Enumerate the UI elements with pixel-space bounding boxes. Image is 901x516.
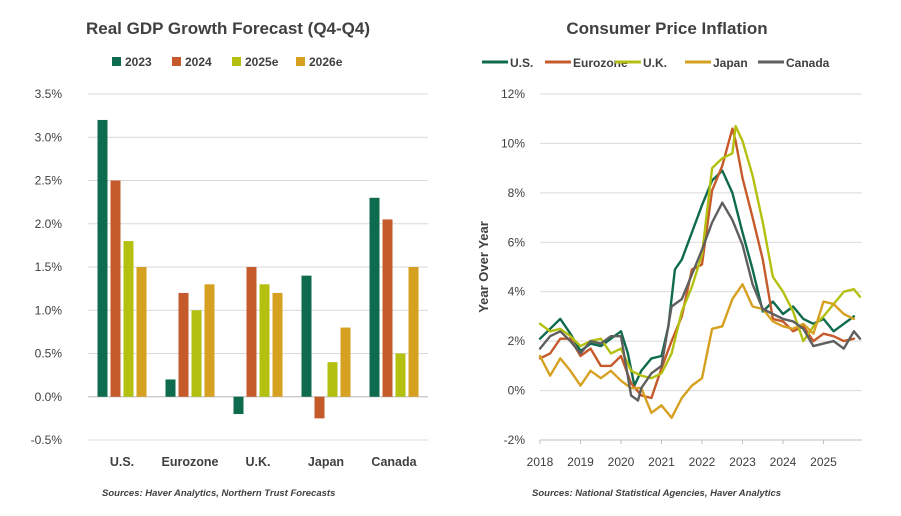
x-tick-label: 2024 — [770, 455, 797, 469]
legend-label-2023: 2023 — [125, 55, 152, 69]
series-line-canada — [538, 201, 862, 402]
legend-swatch-2026e — [296, 57, 305, 66]
bar-canada-2023 — [369, 197, 380, 397]
x-category-label: Japan — [308, 455, 344, 469]
y-tick-label: 3.0% — [35, 130, 63, 144]
bar-eurozone-2024 — [178, 292, 189, 397]
y-tick-label: 4% — [508, 285, 526, 299]
line-chart-x-axis: 2018 2019 2020 2021 2022 2023 2024 2025 — [527, 440, 837, 469]
bar-chart-x-axis: U.S. Eurozone U.K. Japan Canada — [110, 455, 418, 469]
y-tick-label: 0% — [508, 384, 526, 398]
x-tick-label: 2021 — [648, 455, 675, 469]
bar-us-2025e — [123, 241, 134, 397]
bar-japan-2025e — [327, 362, 338, 397]
bar-chart-source: Sources: Haver Analytics, Northern Trust… — [102, 488, 335, 499]
legend-label: Eurozone — [573, 56, 628, 70]
bar-canada-2024 — [382, 219, 393, 397]
y-tick-label: 0.5% — [35, 347, 63, 361]
x-tick-label: 2020 — [608, 455, 635, 469]
bar-eurozone-2025e — [191, 310, 202, 397]
x-category-label: U.S. — [110, 455, 134, 469]
bar-canada-2025e — [395, 353, 406, 397]
line-chart-source: Sources: National Statistical Agencies, … — [532, 488, 781, 499]
bar-uk-2026e — [272, 292, 283, 397]
cpi-line-chart: Consumer Price Inflation U.S. Eurozone U.K… — [476, 19, 862, 499]
legend-label-2024: 2024 — [185, 55, 212, 69]
bar-chart-title: Real GDP Growth Forecast (Q4-Q4) — [86, 19, 370, 38]
x-tick-label: 2018 — [527, 455, 554, 469]
series-line-us — [538, 169, 856, 387]
bar-chart-legend: 2023 2024 2025e 2026e — [112, 55, 343, 69]
y-tick-label: 1.5% — [35, 260, 63, 274]
y-tick-label: 2.5% — [35, 174, 63, 188]
bar-eurozone-2023 — [165, 379, 176, 397]
bar-chart-bars — [97, 119, 419, 419]
y-tick-label: 0.0% — [35, 390, 63, 404]
y-tick-label: 12% — [501, 87, 525, 101]
line-chart-series — [538, 124, 862, 419]
y-tick-label: 10% — [501, 136, 525, 150]
legend-label: Japan — [713, 56, 748, 70]
y-tick-label: 1.0% — [35, 303, 63, 317]
y-tick-label: -0.5% — [31, 433, 63, 447]
line-chart-y-axis: -2% 0% 2% 4% 6% 8% 10% 12% — [501, 87, 525, 447]
line-chart-title: Consumer Price Inflation — [566, 19, 767, 38]
bar-chart-y-axis: -0.5% 0.0% 0.5% 1.0% 1.5% 2.0% 2.5% 3.0% 3.5% — [31, 87, 63, 447]
legend-label-2026e: 2026e — [309, 55, 343, 69]
line-chart-y-axis-label: Year Over Year — [476, 221, 491, 313]
x-tick-label: 2023 — [729, 455, 756, 469]
series-line-uk — [538, 124, 862, 380]
x-tick-label: 2025 — [810, 455, 837, 469]
y-tick-label: 8% — [508, 186, 526, 200]
bar-uk-2025e — [259, 284, 270, 397]
x-category-label: U.K. — [246, 455, 271, 469]
series-line-japan — [538, 283, 856, 419]
line-chart-legend: U.S. Eurozone U.K. Japan Canada — [482, 56, 830, 70]
x-category-label: Canada — [371, 455, 417, 469]
legend-swatch-2024 — [172, 57, 181, 66]
bar-us-2024 — [110, 180, 121, 397]
bar-us-2023 — [97, 119, 108, 397]
x-tick-label: 2019 — [567, 455, 594, 469]
line-chart-gridlines — [540, 93, 862, 441]
legend-label-2025e: 2025e — [245, 55, 279, 69]
x-category-label: Eurozone — [162, 455, 219, 469]
bar-us-2026e — [136, 267, 147, 397]
x-tick-label: 2022 — [689, 455, 716, 469]
legend-swatch-2025e — [232, 57, 241, 66]
bar-eurozone-2026e — [204, 284, 215, 397]
y-tick-label: 3.5% — [35, 87, 63, 101]
legend-swatch-2023 — [112, 57, 121, 66]
legend-label: Canada — [786, 56, 830, 70]
bar-uk-2023 — [233, 396, 244, 415]
y-tick-label: 2.0% — [35, 217, 63, 231]
bar-canada-2026e — [408, 267, 419, 397]
bar-uk-2024 — [246, 267, 257, 397]
y-tick-label: 6% — [508, 235, 526, 249]
y-tick-label: -2% — [504, 433, 526, 447]
legend-label: U.S. — [510, 56, 533, 70]
bar-japan-2024 — [314, 396, 325, 419]
gdp-bar-chart: Real GDP Growth Forecast (Q4-Q4) 2023 202… — [31, 19, 428, 499]
legend-label: U.K. — [643, 56, 667, 70]
bar-japan-2026e — [340, 327, 351, 397]
y-tick-label: 2% — [508, 334, 526, 348]
bar-japan-2023 — [301, 275, 312, 397]
